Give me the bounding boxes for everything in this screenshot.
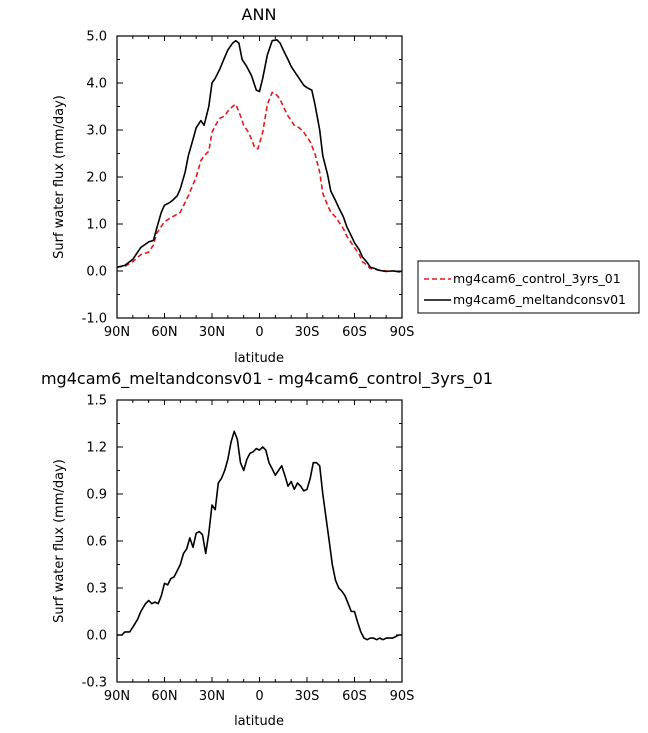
bottom-chart-x-tick-labels: 90N 60N 30N 0 30S 60S 90S (104, 689, 415, 704)
y-tick-label: 1.2 (86, 441, 107, 456)
y-tick-label: 0.0 (86, 629, 107, 644)
y-tick-label: 3.0 (86, 124, 107, 139)
x-tick-label: 90S (390, 689, 415, 704)
top-chart-y-axis-label: Surf water flux (mm/day) (52, 95, 67, 259)
top-chart-ticks (116, 35, 403, 319)
series-line-difference (117, 430, 402, 641)
top-chart: ANN 90N 60N 30N 0 30S 60S 90S -1.0 0.0 1.0 2.0 3.0… (52, 5, 414, 366)
bottom-chart-y-axis-label: Surf water flux (mm/day) (52, 459, 67, 623)
top-chart-x-axis-label: latitude (234, 351, 284, 366)
bottom-chart-frame (116, 399, 403, 683)
x-tick-label: 0 (255, 689, 263, 704)
x-tick-label: 30N (199, 689, 225, 704)
y-tick-label: 4.0 (86, 77, 107, 92)
bottom-chart-y-tick-labels: -0.3 0.0 0.3 0.6 0.9 1.2 1.5 (82, 394, 107, 691)
series-line-mg4cam6-meltandconsv01 (116, 39, 403, 273)
y-tick-label: -0.3 (82, 676, 107, 691)
top-chart-frame (116, 35, 403, 319)
y-tick-label: 1.0 (86, 218, 107, 233)
legend-label-control: mg4cam6_control_3yrs_01 (453, 271, 621, 286)
x-tick-label: 60S (342, 325, 367, 340)
x-tick-label: 90N (104, 689, 130, 704)
x-tick-label: 30S (295, 325, 320, 340)
y-tick-label: 0.6 (86, 535, 107, 550)
top-chart-x-tick-labels: 90N 60N 30N 0 30S 60S 90S (104, 325, 415, 340)
legend: mg4cam6_control_3yrs_01 mg4cam6_meltandc… (417, 260, 640, 314)
top-chart-title: ANN (242, 5, 277, 24)
x-tick-label: 60S (342, 689, 367, 704)
y-tick-label: 5.0 (86, 30, 107, 45)
legend-label-meltandconsv: mg4cam6_meltandconsv01 (453, 292, 626, 307)
top-chart-series (116, 39, 403, 273)
bottom-chart: mg4cam6_meltandconsv01 - mg4cam6_control… (41, 369, 493, 729)
x-tick-label: 90N (104, 325, 130, 340)
bottom-chart-ticks (116, 399, 403, 683)
top-chart-y-tick-labels: -1.0 0.0 1.0 2.0 3.0 4.0 5.0 (82, 30, 107, 327)
x-tick-label: 60N (151, 689, 177, 704)
series-line-mg4cam6-control-3yrs-01 (116, 91, 403, 273)
x-tick-label: 0 (255, 325, 263, 340)
bottom-chart-x-axis-label: latitude (234, 714, 284, 729)
y-tick-label: -1.0 (82, 312, 107, 327)
x-tick-label: 30S (295, 689, 320, 704)
bottom-chart-title: mg4cam6_meltandconsv01 - mg4cam6_control… (41, 369, 493, 389)
y-tick-label: 0.9 (86, 488, 107, 503)
x-tick-label: 30N (199, 325, 225, 340)
y-tick-label: 1.5 (86, 394, 107, 409)
bottom-chart-series (117, 430, 402, 641)
x-tick-label: 90S (390, 325, 415, 340)
y-tick-label: 0.3 (86, 582, 107, 597)
y-tick-label: 0.0 (86, 265, 107, 280)
legend-box (417, 260, 640, 314)
y-tick-label: 2.0 (86, 171, 107, 186)
x-tick-label: 60N (151, 325, 177, 340)
